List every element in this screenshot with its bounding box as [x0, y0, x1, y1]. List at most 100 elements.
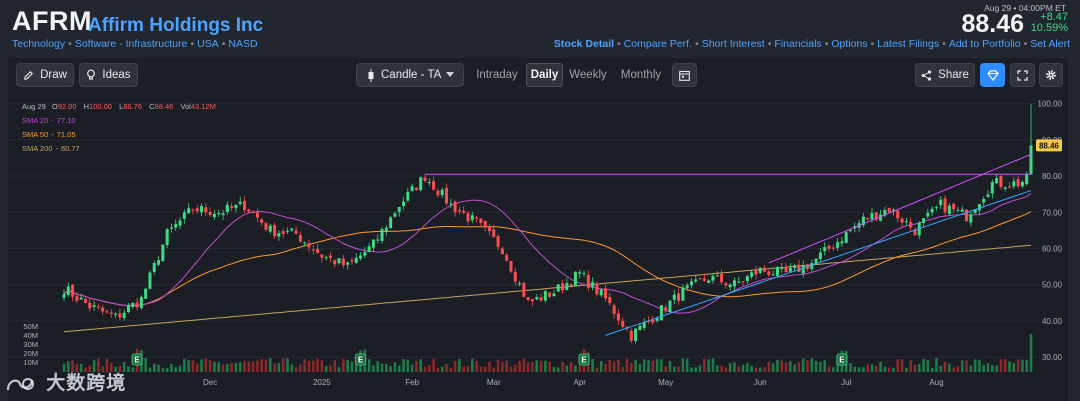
candle-body: [565, 283, 569, 290]
volume-bar: [574, 365, 577, 372]
link-stock-detail[interactable]: Stock Detail: [553, 38, 615, 50]
settings-button[interactable]: [1039, 63, 1063, 87]
volume-bar: [561, 361, 564, 372]
volume-bar: [466, 365, 470, 372]
candle-body: [694, 279, 698, 282]
volume-bar: [518, 360, 521, 372]
volume-bar: [892, 367, 895, 372]
candle-body: [659, 305, 663, 321]
calendar-button[interactable]: [672, 63, 697, 87]
candle-body: [651, 319, 655, 323]
candle-body: [131, 302, 135, 308]
candle-body: [204, 207, 208, 213]
volume-bar: [105, 358, 109, 372]
volume-bar: [569, 362, 573, 372]
volume-bar: [900, 359, 904, 372]
draw-button[interactable]: Draw: [16, 63, 74, 87]
candle-body: [324, 257, 328, 259]
candle-body: [926, 212, 930, 217]
volume-bar: [956, 366, 960, 372]
quote-datetime: Aug 29 • 04:00PM ET: [984, 3, 1066, 13]
sector-link-technology[interactable]: Technology: [12, 38, 66, 50]
candle-body: [380, 229, 384, 242]
candle-body: [298, 234, 302, 242]
link-compare-perf[interactable]: Compare Perf.: [623, 38, 692, 50]
share-label: Share: [938, 69, 969, 81]
chart-type-select[interactable]: Candle - TA: [356, 63, 464, 87]
volume-bar: [767, 361, 771, 372]
volume-bar: [599, 361, 603, 372]
company-name-link[interactable]: Affirm Holdings Inc: [88, 15, 264, 36]
candle-body: [720, 273, 724, 283]
tab-monthly[interactable]: Monthly: [620, 69, 662, 81]
volume-bar: [397, 365, 401, 372]
candle-body: [62, 294, 66, 298]
volume-bar: [874, 365, 878, 372]
candle-body: [629, 330, 633, 341]
candle-body: [750, 272, 754, 277]
volume-bar: [230, 363, 233, 372]
candle-body: [268, 225, 272, 232]
volume-bar: [539, 360, 543, 372]
sma200-line: [63, 244, 1032, 333]
tab-weekly[interactable]: Weekly: [569, 69, 607, 81]
x-tick-label: Aug: [929, 378, 943, 387]
y-tick-label: 40.00: [1042, 317, 1063, 326]
volume-bar: [337, 366, 341, 372]
link-short-interest[interactable]: Short Interest: [701, 38, 765, 50]
share-icon: [921, 69, 932, 81]
quote-header: AFRM Affirm Holdings Inc Technology • Soft…: [0, 0, 1080, 58]
volume-bar: [1025, 359, 1029, 372]
volume-bar: [501, 362, 504, 372]
link-set-alert[interactable]: Set Alert: [1030, 38, 1070, 50]
price-chart[interactable]: 100.0090.0080.0070.0060.0050.0040.0030.0…: [8, 92, 1068, 401]
candle-body: [999, 176, 1003, 187]
candle-body: [294, 230, 298, 234]
candle-body: [934, 207, 938, 209]
volume-bar: [905, 367, 908, 372]
candle-body: [462, 210, 466, 214]
exchange-link[interactable]: NASD: [228, 38, 258, 50]
y-tick-label: 30.00: [1042, 353, 1063, 362]
volume-bar: [479, 366, 483, 372]
volume-bar: [470, 358, 474, 372]
candle-body: [900, 218, 904, 223]
volume-bar: [999, 359, 1003, 372]
link-add-to-portfolio[interactable]: Add to Portfolio: [948, 38, 1021, 50]
candle-body: [711, 276, 715, 281]
candle-body: [1012, 181, 1016, 187]
volume-tick-label: 40M: [23, 331, 38, 340]
tab-intraday[interactable]: Intraday: [476, 69, 518, 81]
volume-bar: [71, 360, 74, 372]
tab-daily[interactable]: Daily: [526, 63, 563, 87]
candle-body: [217, 213, 221, 215]
link-latest-filings[interactable]: Latest Filings: [877, 38, 940, 50]
candle-body: [767, 271, 771, 275]
candle-body: [612, 305, 616, 314]
volume-bar: [917, 363, 921, 372]
candle-body: [509, 260, 513, 272]
volume-bar: [986, 363, 990, 372]
ideas-button[interactable]: Ideas: [79, 63, 138, 87]
link-options[interactable]: Options: [831, 38, 868, 50]
industry-link[interactable]: Software - Infrastructure: [74, 38, 188, 50]
candle-body: [483, 220, 487, 228]
volume-bar: [556, 367, 560, 372]
chart-canvas[interactable]: 100.0090.0080.0070.0060.0050.0040.0030.0…: [8, 92, 1068, 401]
candle-body: [359, 255, 363, 259]
candle-body: [608, 297, 612, 304]
candle-body: [182, 212, 186, 219]
country-link[interactable]: USA: [197, 38, 219, 50]
fullscreen-button[interactable]: [1010, 63, 1035, 87]
premium-button[interactable]: [980, 63, 1005, 87]
candle-body: [831, 247, 835, 249]
candle-body: [174, 223, 178, 228]
share-button[interactable]: Share: [915, 63, 975, 87]
candle-body: [943, 198, 947, 213]
volume-bar: [264, 359, 268, 372]
volume-bar: [935, 358, 938, 372]
lightbulb-icon: [87, 69, 96, 80]
volume-bar: [195, 363, 199, 372]
link-financials[interactable]: Financials: [774, 38, 822, 50]
candle-body: [758, 267, 762, 273]
